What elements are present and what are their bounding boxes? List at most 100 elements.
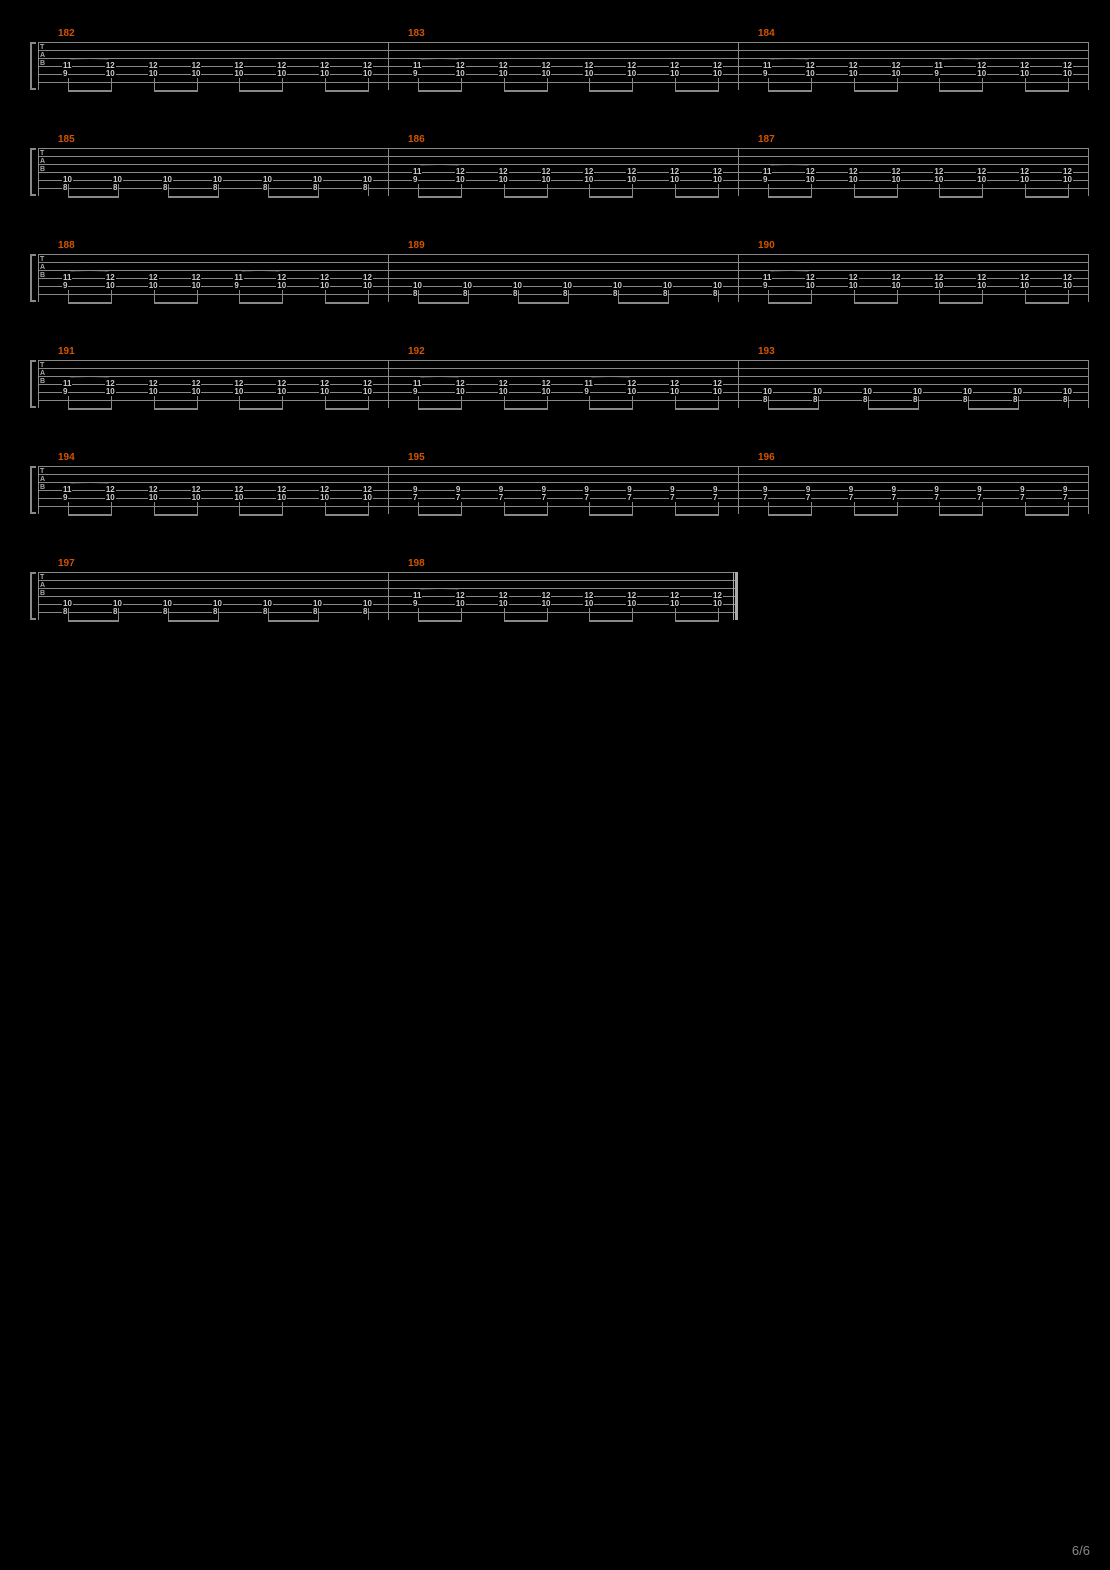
note-stem — [325, 290, 326, 302]
fret-number: 10 — [583, 70, 594, 78]
fret-number: 10 — [541, 600, 552, 608]
note-stem — [218, 608, 219, 620]
note-stem — [461, 502, 462, 514]
fret-number: 10 — [319, 494, 330, 502]
note-stem — [854, 290, 855, 302]
barline — [388, 148, 389, 196]
beam — [68, 408, 112, 410]
string-line — [38, 188, 1088, 189]
string-line — [38, 400, 1088, 401]
beam — [589, 90, 633, 92]
note-stem — [282, 502, 283, 514]
beam — [154, 408, 198, 410]
fret-number: 10 — [891, 176, 902, 184]
note-stem — [325, 396, 326, 408]
fret-number: 10 — [976, 176, 987, 184]
beam — [504, 620, 548, 622]
note-stem — [718, 78, 719, 90]
barline — [38, 254, 39, 302]
note-stem — [1068, 290, 1069, 302]
fret-number: 10 — [233, 388, 244, 396]
note-stem — [418, 290, 419, 302]
barline — [738, 360, 739, 408]
note-stem — [939, 502, 940, 514]
note-stem — [897, 184, 898, 196]
beam — [504, 196, 548, 198]
note-stem — [811, 78, 812, 90]
beam — [589, 620, 633, 622]
fret-number: 9 — [583, 388, 589, 396]
barline — [738, 42, 739, 90]
fret-number: 7 — [669, 494, 675, 502]
note-stem — [768, 502, 769, 514]
barline — [388, 360, 389, 408]
staff-bracket — [30, 572, 36, 620]
fret-number: 10 — [712, 70, 723, 78]
beam — [239, 302, 283, 304]
beam — [854, 90, 898, 92]
note-stem — [547, 396, 548, 408]
measure-number: 186 — [408, 134, 425, 145]
measure-number: 193 — [758, 346, 775, 357]
fret-number: 7 — [583, 494, 589, 502]
beam — [768, 196, 812, 198]
fret-number: 10 — [362, 388, 373, 396]
barline — [388, 572, 389, 620]
measure-number: 194 — [58, 452, 75, 463]
string-line — [38, 466, 1088, 467]
note-stem — [668, 290, 669, 302]
fret-number: 7 — [412, 494, 418, 502]
fret-number: 10 — [848, 176, 859, 184]
fret-number: 9 — [762, 282, 768, 290]
fret-number: 10 — [626, 388, 637, 396]
beam — [418, 408, 462, 410]
fret-number: 10 — [541, 176, 552, 184]
note-stem — [197, 502, 198, 514]
beam — [504, 514, 548, 516]
tie-arc — [770, 270, 809, 274]
note-stem — [68, 502, 69, 514]
barline — [1088, 360, 1089, 408]
beam — [854, 302, 898, 304]
tie-arc — [70, 58, 109, 62]
note-stem — [239, 290, 240, 302]
note-stem — [154, 396, 155, 408]
note-stem — [589, 78, 590, 90]
fret-number: 10 — [276, 494, 287, 502]
measure-number: 187 — [758, 134, 775, 145]
beam — [675, 514, 719, 516]
beam — [68, 302, 112, 304]
note-stem — [768, 184, 769, 196]
fret-number: 10 — [583, 176, 594, 184]
note-stem — [768, 396, 769, 408]
string-line — [38, 506, 1088, 507]
beam — [504, 408, 548, 410]
measure-number: 189 — [408, 240, 425, 251]
barline — [1088, 42, 1089, 90]
fret-number: 9 — [412, 176, 418, 184]
barline — [1088, 466, 1089, 514]
tab-system: TAB1881191210121012101191210121012101891… — [30, 242, 1088, 320]
fret-number: 10 — [105, 388, 116, 396]
note-stem — [68, 396, 69, 408]
tie-arc — [770, 58, 809, 62]
barline — [38, 42, 39, 90]
barline — [1088, 148, 1089, 196]
note-stem — [197, 396, 198, 408]
note-stem — [632, 396, 633, 408]
note-stem — [218, 184, 219, 196]
measure-number: 183 — [408, 28, 425, 39]
note-stem — [675, 396, 676, 408]
note-stem — [461, 396, 462, 408]
beam — [1025, 302, 1069, 304]
note-stem — [589, 184, 590, 196]
beam — [418, 620, 462, 622]
barline — [388, 466, 389, 514]
fret-number: 10 — [669, 176, 680, 184]
fret-number: 7 — [455, 494, 461, 502]
note-stem — [675, 502, 676, 514]
note-stem — [118, 608, 119, 620]
note-stem — [468, 290, 469, 302]
note-stem — [1068, 396, 1069, 408]
fret-number: 10 — [1019, 176, 1030, 184]
